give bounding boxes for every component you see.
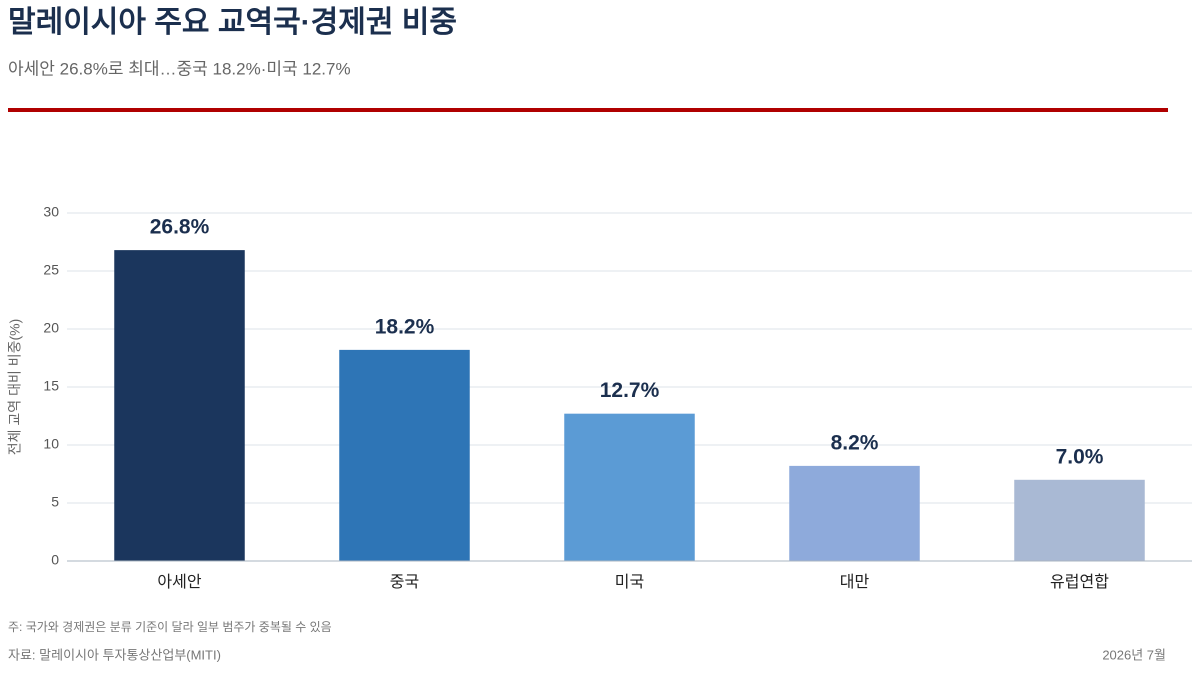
x-tick-label: 대만: [840, 573, 870, 591]
y-tick-label: 0: [51, 552, 59, 568]
bar: [789, 465, 920, 561]
note: 주: 국가와 경제권은 분류 기준이 달라 일부 범주가 중복될 수 있음: [8, 620, 332, 634]
x-tick-label: 미국: [615, 573, 644, 591]
y-tick-label: 5: [51, 494, 59, 510]
chart-subtitle: 아세안 26.8%로 최대…중국 18.2%·미국 12.7%: [8, 59, 351, 78]
title-rule: [8, 108, 1168, 112]
value-label: 12.7%: [600, 379, 660, 402]
bar: [339, 349, 470, 561]
x-tick-label: 아세안: [157, 573, 201, 591]
y-axis-label: 전체 교역 대비 비중(%): [7, 319, 23, 455]
chart-title: 말레이시아 주요 교역국·경제권 비중: [8, 6, 457, 39]
source: 자료: 말레이시아 투자통상산업부(MITI): [8, 647, 221, 662]
value-label: 8.2%: [831, 431, 879, 454]
date: 2026년 7월: [1102, 647, 1166, 662]
y-tick-label: 20: [43, 320, 59, 336]
y-tick-label: 30: [43, 204, 59, 220]
bar: [1014, 479, 1145, 561]
x-tick-label: 유럽연합: [1050, 573, 1109, 591]
y-tick-label: 15: [43, 378, 59, 394]
y-tick-label: 10: [43, 436, 59, 452]
value-label: 26.8%: [150, 216, 210, 239]
value-label: 18.2%: [375, 315, 435, 338]
bar: [564, 413, 695, 561]
value-label: 7.0%: [1056, 445, 1104, 468]
x-tick-label: 중국: [390, 574, 419, 591]
bar: [114, 250, 245, 561]
y-tick-label: 25: [43, 262, 59, 278]
